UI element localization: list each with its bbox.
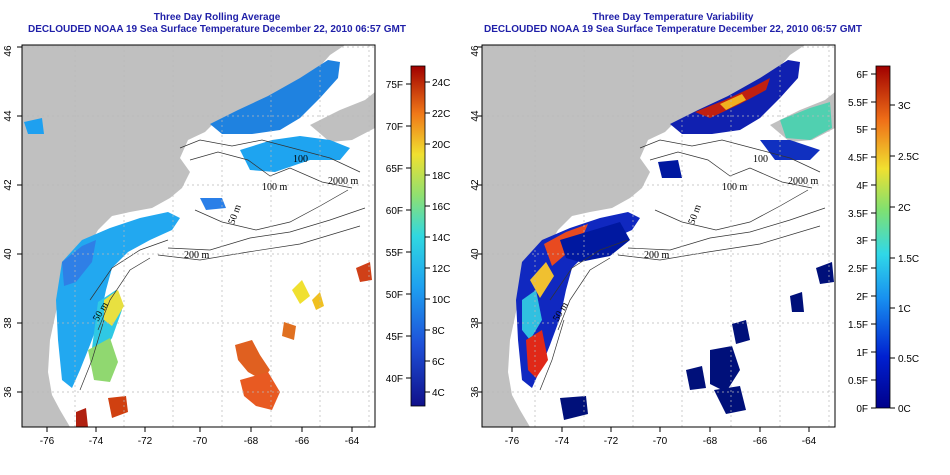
colorbar-f-label: 2F xyxy=(856,292,868,303)
var-shelf xyxy=(516,212,640,388)
right-title-line1: Three Day Temperature Variability xyxy=(592,12,754,23)
colorbar-f-label: 5.5F xyxy=(848,98,868,109)
lon-tick: -72 xyxy=(604,436,619,447)
lon-tick: -70 xyxy=(653,436,668,447)
lat-tick: 42 xyxy=(3,179,14,191)
colorbar-f-label: 5F xyxy=(856,125,868,136)
colorbar-f-label: 75F xyxy=(386,80,403,91)
lat-tick: 36 xyxy=(470,386,481,398)
left-title-line1: Three Day Rolling Average xyxy=(153,12,281,23)
colorbar-c-label: 2.5C xyxy=(898,152,919,163)
colorbar-c-label: 14C xyxy=(432,233,450,244)
contour-label: 2000 m xyxy=(328,176,359,187)
lat-tick: 40 xyxy=(3,248,14,260)
lat-tick: 38 xyxy=(470,317,481,329)
colorbar-c-label: 0C xyxy=(898,404,911,415)
lat-tick: 42 xyxy=(470,179,481,191)
colorbar-c-label: 22C xyxy=(432,109,450,120)
lat-tick: 38 xyxy=(3,317,14,329)
lon-tick: -76 xyxy=(40,436,55,447)
colorbar-c-label: 4C xyxy=(432,388,445,399)
lat-tick: 44 xyxy=(470,110,481,122)
colorbar-f-label: 4F xyxy=(856,181,868,192)
lat-tick: 36 xyxy=(3,386,14,398)
colorbar-variability xyxy=(875,65,891,409)
colorbar-f-label: 65F xyxy=(386,164,403,175)
lon-tick: -74 xyxy=(555,436,570,447)
land-mass xyxy=(22,45,345,427)
contour-label: 2000 m xyxy=(788,176,819,187)
left-map-svg: 200 m 100 100 m 2000 m 50 m 50 m -76 -74… xyxy=(3,44,450,447)
lon-tick: -66 xyxy=(753,436,768,447)
sst-gulf-of-maine xyxy=(210,60,340,134)
colorbar-c-label: 16C xyxy=(432,202,450,213)
contour-label: 100 m xyxy=(262,182,288,193)
colorbar-f-label: 1.5F xyxy=(848,320,868,331)
contour-label: 200 m xyxy=(644,250,670,261)
colorbar-f-label: 3F xyxy=(856,236,868,247)
lon-tick: -68 xyxy=(703,436,718,447)
colorbar-f-label: 2.5F xyxy=(848,264,868,275)
colorbar-c-label: 6C xyxy=(432,357,445,368)
colorbar-sst xyxy=(410,65,426,407)
lat-tick: 40 xyxy=(470,248,481,260)
contour-label: 100 m xyxy=(722,182,748,193)
lon-tick: -72 xyxy=(138,436,153,447)
lon-tick: -68 xyxy=(244,436,259,447)
colorbar-f-label: 4.5F xyxy=(848,153,868,164)
colorbar-c-label: 18C xyxy=(432,171,450,182)
lon-tick: -76 xyxy=(505,436,520,447)
lon-tick: -66 xyxy=(295,436,310,447)
colorbar-f-label: 6F xyxy=(856,70,868,81)
right-lat-axis: 36 38 40 42 44 46 xyxy=(470,45,481,398)
colorbar-c-label: 3C xyxy=(898,101,911,112)
colorbar-c-label: 20C xyxy=(432,140,450,151)
colorbar-f-label: 55F xyxy=(386,248,403,259)
colorbar-c-label: 12C xyxy=(432,264,450,275)
colorbar-f-label: 45F xyxy=(386,332,403,343)
contour-label: 200 m xyxy=(184,250,210,261)
colorbar-c-label: 24C xyxy=(432,78,450,89)
colorbar-f-label: 50F xyxy=(386,290,403,301)
warm-eddy xyxy=(235,340,270,380)
left-title-line2: DECLOUDED NOAA 19 Sea Surface Temperatur… xyxy=(28,24,406,35)
contour-label: 100 xyxy=(753,154,768,165)
lon-tick: -70 xyxy=(193,436,208,447)
left-map-panel: 200 m 100 100 m 2000 m 50 m 50 m -76 -74… xyxy=(0,0,470,475)
colorbar-f-label: 0.5F xyxy=(848,376,868,387)
right-title-line2: DECLOUDED NOAA 19 Sea Surface Temperatur… xyxy=(484,24,862,35)
colorbar-c-label: 8C xyxy=(432,326,445,337)
right-map-panel: 200 m 100 100 m 2000 m 50 m 50 m -76 -74… xyxy=(470,0,950,475)
lon-tick: -74 xyxy=(89,436,104,447)
colorbar-c-label: 10C xyxy=(432,295,450,306)
colorbar-c-label: 1.5C xyxy=(898,254,919,265)
lon-tick: -64 xyxy=(345,436,360,447)
colorbar-f-label: 60F xyxy=(386,206,403,217)
colorbar-c-label: 1C xyxy=(898,304,911,315)
colorbar-f-label: 1F xyxy=(856,348,868,359)
lat-tick: 44 xyxy=(3,110,14,122)
lat-tick: 46 xyxy=(470,45,481,57)
right-map-svg: 200 m 100 100 m 2000 m 50 m 50 m -76 -74… xyxy=(477,44,919,447)
colorbar-f-label: 40F xyxy=(386,374,403,385)
lon-tick: -64 xyxy=(802,436,817,447)
colorbar-f-label: 3.5F xyxy=(848,209,868,220)
lat-tick: 46 xyxy=(3,45,14,57)
colorbar-f-label: 70F xyxy=(386,122,403,133)
colorbar-c-label: 2C xyxy=(898,203,911,214)
colorbar-f-label: 0F xyxy=(856,404,868,415)
contour-label: 100 xyxy=(293,154,308,165)
colorbar-c-label: 0.5C xyxy=(898,354,919,365)
